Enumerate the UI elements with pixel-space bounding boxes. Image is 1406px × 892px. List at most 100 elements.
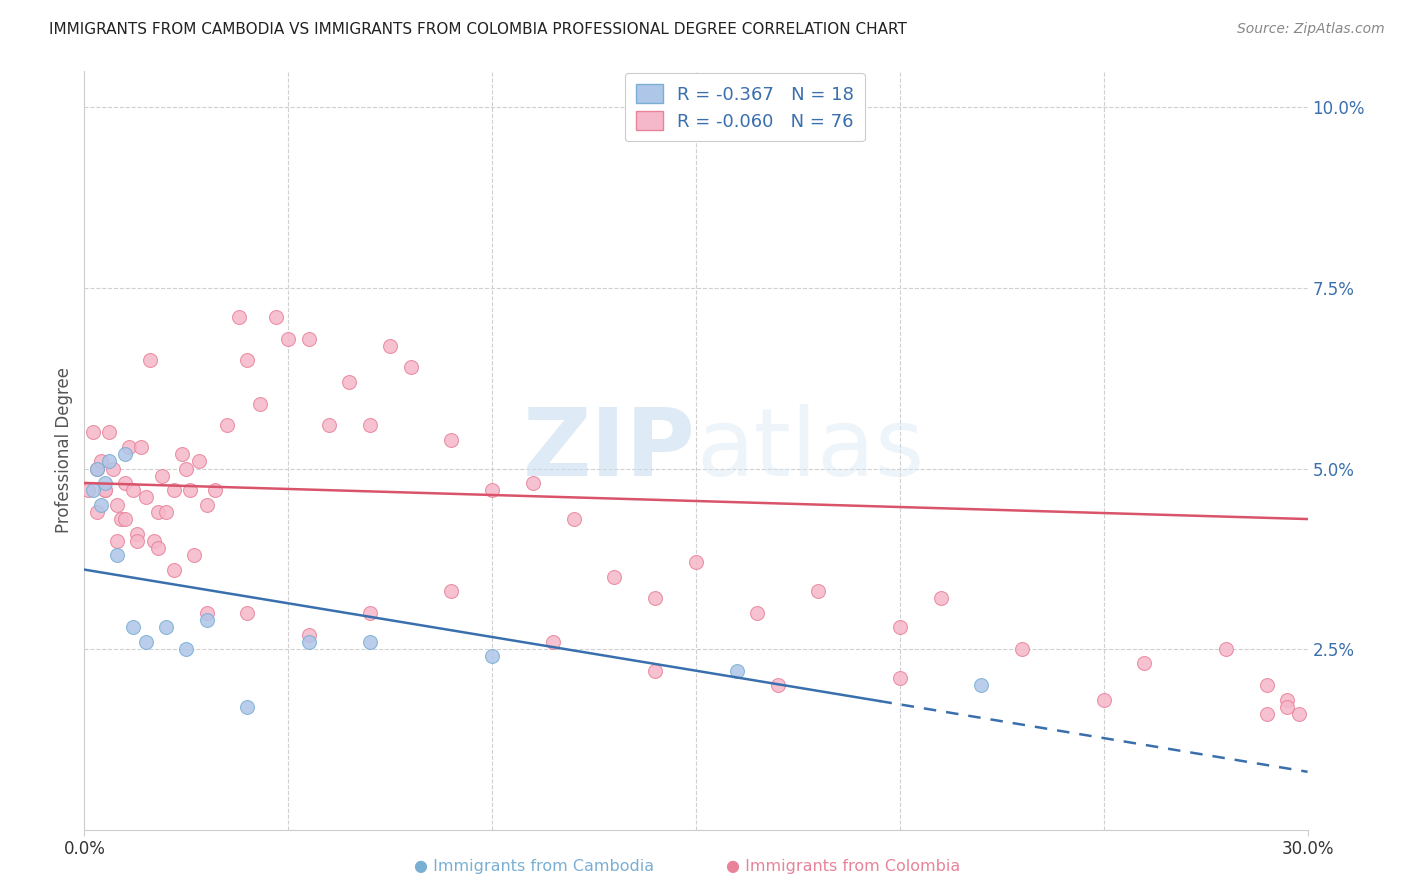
Point (1277, 692, 1299, 706)
Point (90, 498, 112, 512)
Point (195, 613, 218, 627)
Point (543, 635, 565, 649)
Point (1256, 706, 1278, 721)
Point (146, 541, 169, 555)
Point (105, 498, 128, 512)
Point (86, 461, 108, 475)
Point (359, 635, 381, 649)
Point (440, 433, 463, 447)
Text: ● Immigrants from Cambodia: ● Immigrants from Cambodia (415, 859, 654, 874)
Point (277, 332, 299, 346)
Point (889, 620, 911, 634)
Text: atlas: atlas (696, 404, 924, 497)
Point (264, 310, 287, 324)
Point (889, 671, 911, 685)
Point (150, 468, 173, 483)
Point (127, 526, 149, 541)
Point (86, 505, 108, 519)
Point (298, 332, 321, 346)
Point (1011, 642, 1033, 657)
Point (122, 620, 145, 634)
Point (135, 635, 157, 649)
Point (155, 505, 177, 519)
Point (249, 396, 271, 410)
Point (644, 591, 666, 606)
Point (82, 425, 104, 440)
Point (217, 418, 239, 433)
Point (93, 483, 115, 498)
Point (236, 699, 259, 714)
Point (481, 483, 503, 498)
Point (97, 425, 120, 440)
Point (174, 642, 197, 657)
Legend: R = -0.367   N = 18, R = -0.060   N = 76: R = -0.367 N = 18, R = -0.060 N = 76 (624, 73, 865, 142)
Point (118, 440, 141, 454)
Text: ZIP: ZIP (523, 404, 696, 497)
Point (135, 491, 157, 505)
Point (131, 440, 153, 454)
Point (195, 606, 218, 620)
Point (359, 606, 381, 620)
Point (82, 483, 104, 498)
Point (228, 310, 250, 324)
Point (90, 454, 112, 468)
Point (970, 678, 993, 692)
Point (127, 533, 149, 548)
Point (359, 418, 381, 433)
Point (172, 447, 194, 461)
Point (644, 664, 666, 678)
Point (318, 418, 340, 433)
Point (562, 512, 585, 526)
Point (174, 461, 197, 475)
Point (298, 635, 321, 649)
Point (399, 360, 422, 375)
Point (603, 570, 626, 584)
Point (685, 555, 707, 569)
Point (86, 461, 108, 475)
Point (522, 475, 544, 490)
Point (138, 353, 160, 368)
Point (339, 375, 361, 389)
Point (1288, 706, 1310, 721)
Point (105, 548, 128, 562)
Point (725, 664, 748, 678)
Text: ● Immigrants from Colombia: ● Immigrants from Colombia (727, 859, 960, 874)
Point (1133, 657, 1156, 671)
Point (1092, 692, 1115, 706)
Point (236, 353, 259, 368)
Point (97, 454, 120, 468)
Point (183, 548, 205, 562)
Point (195, 498, 218, 512)
Point (163, 483, 186, 498)
Point (105, 533, 128, 548)
Point (1256, 678, 1278, 692)
Point (110, 512, 132, 526)
Point (179, 483, 201, 498)
Point (204, 483, 226, 498)
Text: Source: ZipAtlas.com: Source: ZipAtlas.com (1237, 22, 1385, 37)
Point (122, 483, 145, 498)
Text: IMMIGRANTS FROM CAMBODIA VS IMMIGRANTS FROM COLOMBIA PROFESSIONAL DEGREE CORRELA: IMMIGRANTS FROM CAMBODIA VS IMMIGRANTS F… (49, 22, 907, 37)
Point (236, 606, 259, 620)
Y-axis label: Professional Degree: Professional Degree (55, 368, 73, 533)
Point (93, 483, 115, 498)
Point (440, 584, 463, 599)
Point (163, 563, 186, 577)
Point (114, 447, 136, 461)
Point (1215, 642, 1237, 657)
Point (77, 483, 100, 498)
Point (142, 533, 165, 548)
Point (766, 678, 789, 692)
Point (146, 505, 169, 519)
Point (187, 454, 209, 468)
Point (298, 627, 321, 641)
Point (380, 339, 402, 353)
Point (929, 591, 952, 606)
Point (807, 584, 830, 599)
Point (155, 620, 177, 634)
Point (101, 461, 124, 475)
Point (747, 606, 769, 620)
Point (93, 475, 115, 490)
Point (114, 475, 136, 490)
Point (114, 512, 136, 526)
